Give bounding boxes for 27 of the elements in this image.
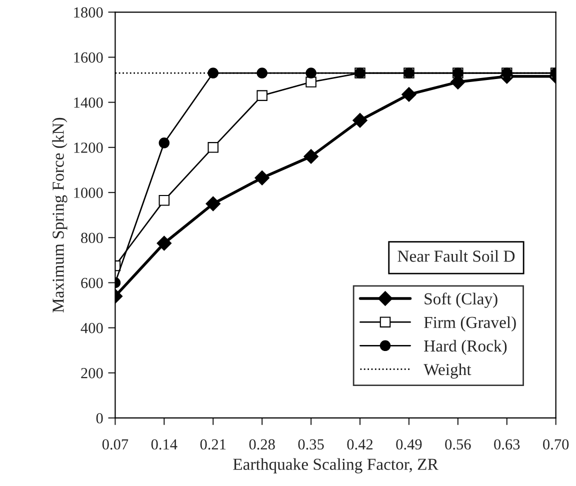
legend-label: Weight bbox=[424, 363, 472, 379]
y-tick-label: 1000 bbox=[74, 188, 103, 198]
x-tick-label: 0.42 bbox=[347, 439, 373, 450]
x-tick-label: 0.21 bbox=[200, 439, 226, 450]
y-tick-label: 0 bbox=[96, 413, 103, 424]
x-tick-label: 0.56 bbox=[445, 439, 471, 450]
y-tick-label: 1800 bbox=[74, 7, 103, 18]
legend-label: Soft (Clay) bbox=[424, 292, 498, 308]
y-tick-label: 1200 bbox=[74, 142, 103, 153]
y-tick-label: 400 bbox=[80, 322, 103, 334]
x-tick-label: 0.28 bbox=[249, 439, 275, 450]
y-tick-label: 600 bbox=[81, 278, 103, 288]
legend-label: Firm (Gravel) bbox=[424, 316, 516, 332]
y-axis-title: Maximum Spring Force (kN) bbox=[52, 118, 68, 312]
x-tick-label: 0.14 bbox=[151, 439, 178, 450]
y-tick-label: 1400 bbox=[74, 97, 103, 108]
y-tick-label: 200 bbox=[81, 368, 103, 378]
y-tick-label: 800 bbox=[81, 232, 103, 244]
x-tick-label: 0.35 bbox=[298, 439, 324, 450]
x-tick-label: 0.63 bbox=[494, 439, 520, 450]
legend-label: Hard (Rock) bbox=[424, 340, 507, 356]
y-tick-label: 1600 bbox=[74, 52, 103, 63]
annotation: Near Fault Soil D bbox=[398, 250, 515, 262]
x-tick-label: 0.49 bbox=[396, 439, 422, 450]
x-tick-label: 0.70 bbox=[543, 439, 569, 450]
x-tick-label: 0.07 bbox=[102, 439, 128, 450]
x-axis-title: Earthquake Scaling Factor, ZR bbox=[233, 458, 438, 474]
